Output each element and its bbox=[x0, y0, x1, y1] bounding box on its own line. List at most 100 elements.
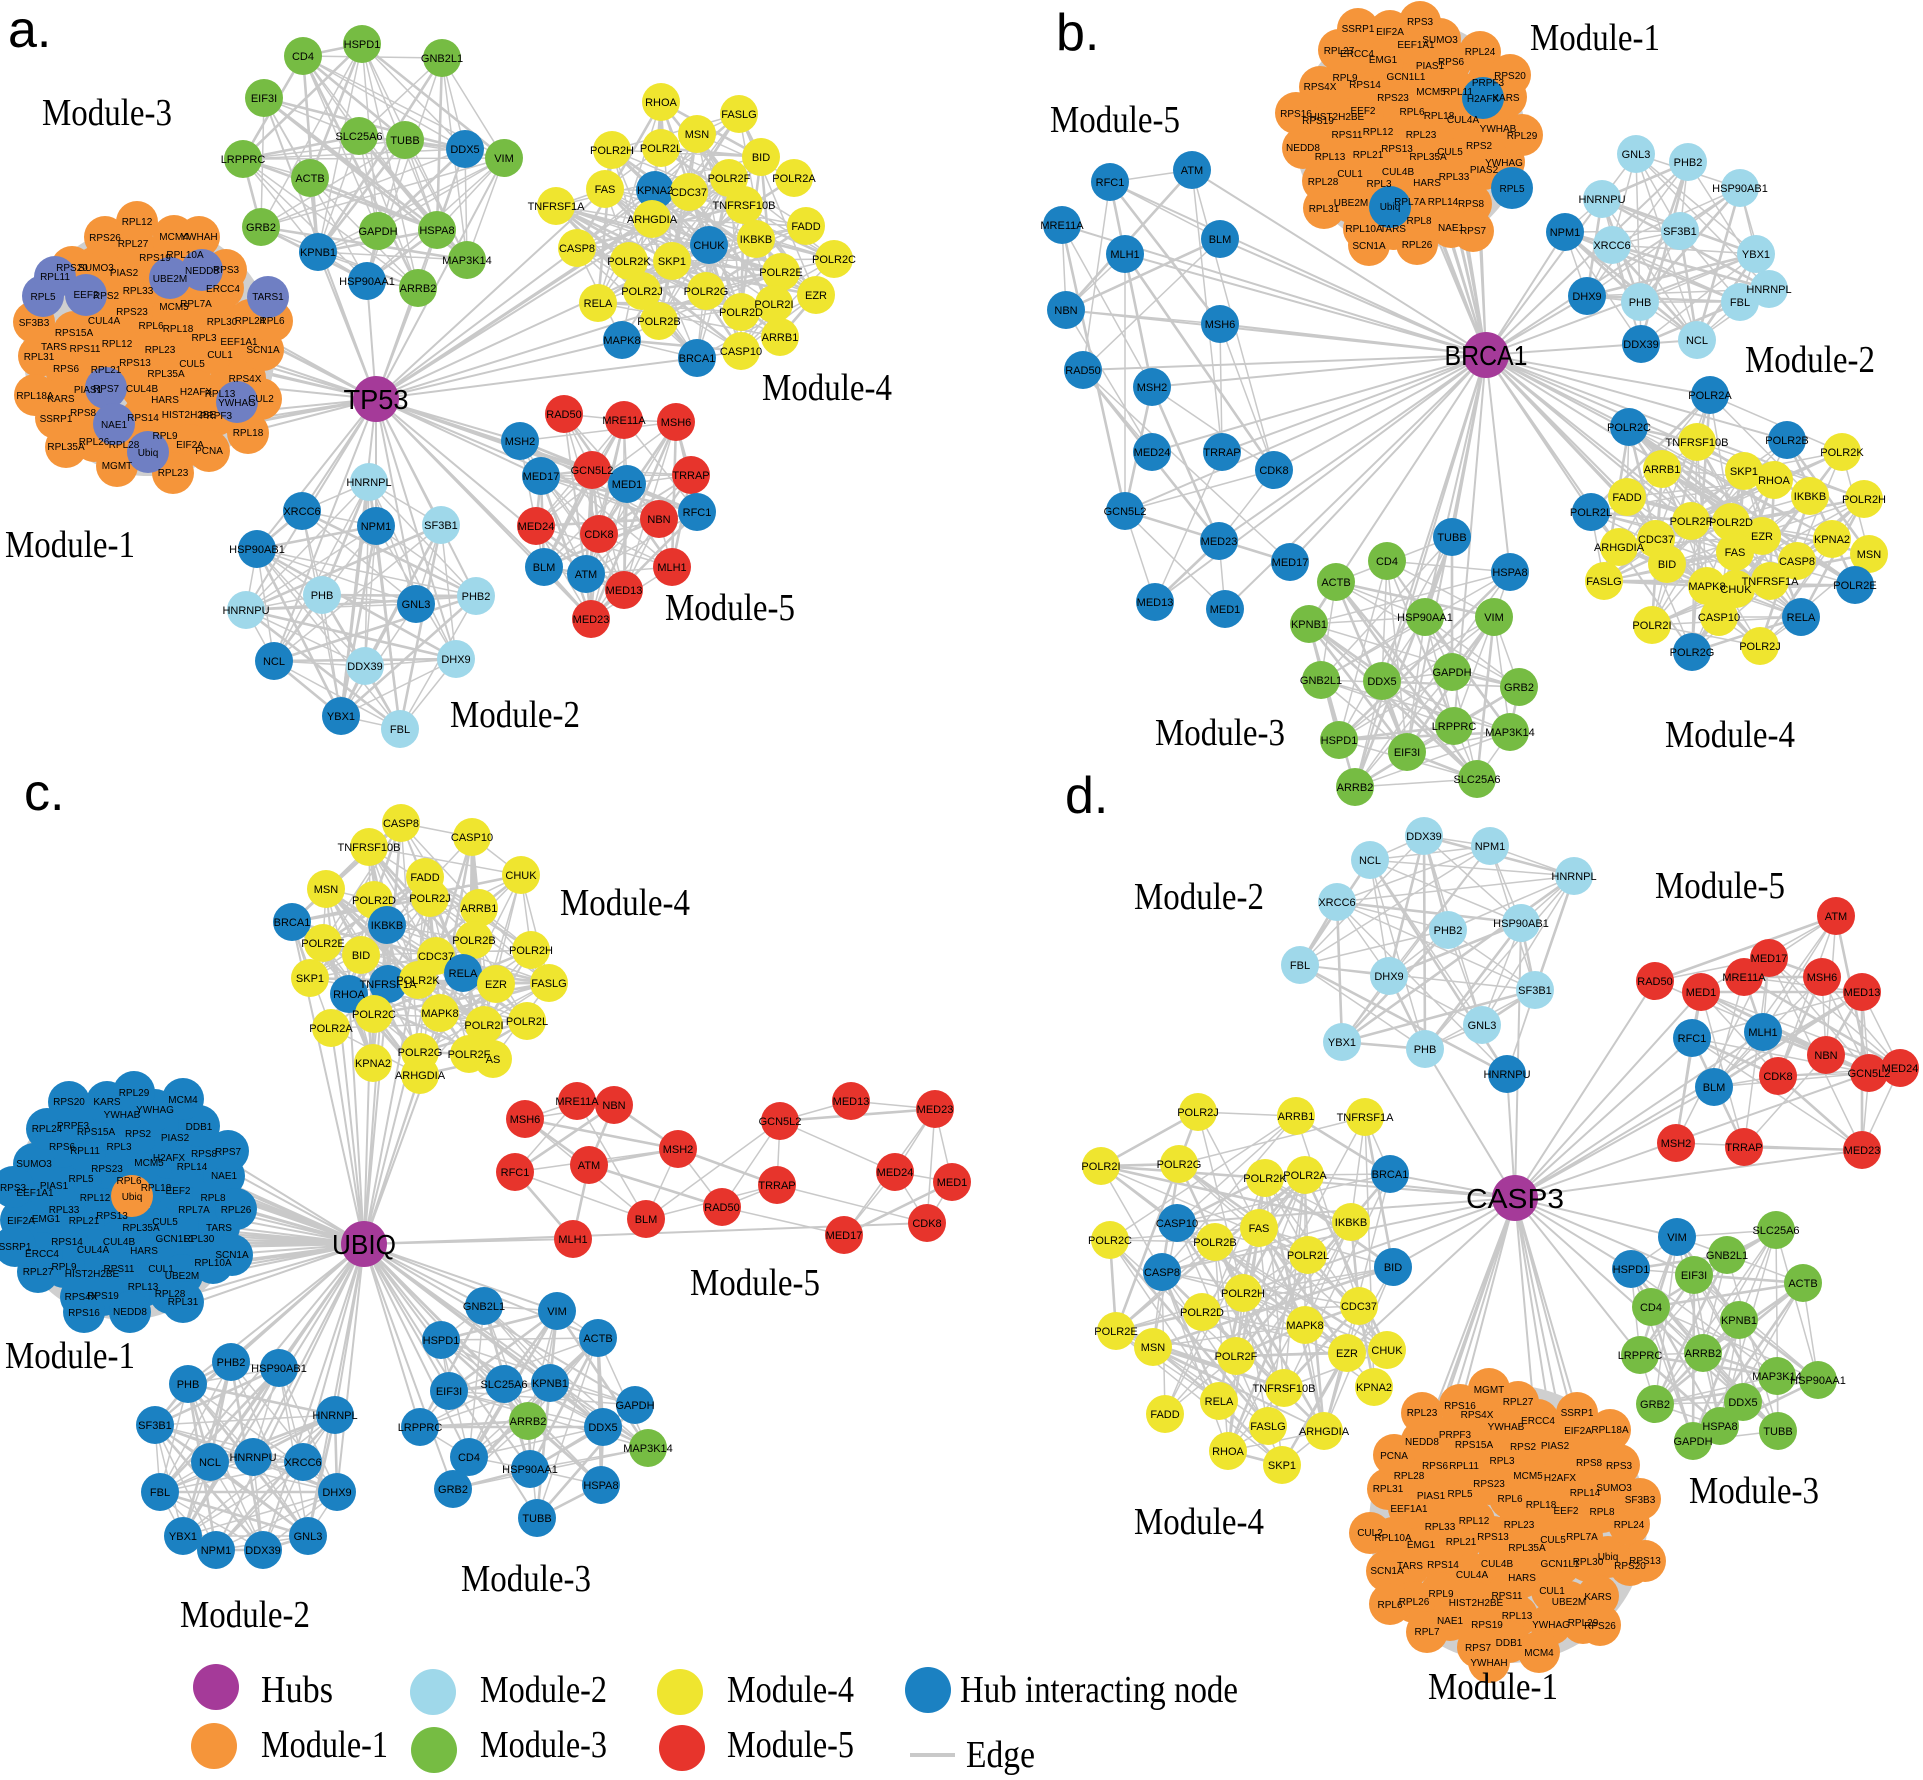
svg-text:GRB2: GRB2 bbox=[1640, 1399, 1670, 1411]
svg-text:SCN1A: SCN1A bbox=[215, 1250, 249, 1261]
svg-text:CASP10: CASP10 bbox=[720, 346, 762, 358]
svg-text:CUL4B: CUL4B bbox=[1382, 167, 1415, 178]
svg-text:MAP3K14: MAP3K14 bbox=[623, 1443, 673, 1455]
svg-text:RAD50: RAD50 bbox=[1065, 365, 1100, 377]
svg-text:PHB: PHB bbox=[311, 590, 334, 602]
svg-text:RPL13: RPL13 bbox=[1502, 1611, 1533, 1622]
svg-text:HSP90AA1: HSP90AA1 bbox=[339, 276, 395, 288]
svg-text:CDK8: CDK8 bbox=[584, 529, 613, 541]
svg-text:RPS11: RPS11 bbox=[70, 344, 101, 355]
svg-text:POLR2I: POLR2I bbox=[464, 1020, 503, 1032]
svg-text:YWHAG: YWHAG bbox=[1485, 158, 1523, 169]
svg-text:FAS: FAS bbox=[1249, 1223, 1270, 1235]
svg-text:GRB2: GRB2 bbox=[1504, 682, 1534, 694]
svg-text:RPL6: RPL6 bbox=[1399, 107, 1424, 118]
svg-text:POLR2A: POLR2A bbox=[772, 173, 816, 185]
svg-text:HIST2H2BE: HIST2H2BE bbox=[1449, 1598, 1504, 1609]
svg-text:EEF2: EEF2 bbox=[1350, 106, 1375, 117]
svg-text:RPL7A: RPL7A bbox=[180, 299, 212, 310]
svg-text:RAD50: RAD50 bbox=[1637, 976, 1672, 988]
svg-text:RPL7A: RPL7A bbox=[178, 1205, 210, 1216]
svg-text:TNFRSF10B: TNFRSF10B bbox=[1666, 437, 1729, 449]
svg-text:POLR2C: POLR2C bbox=[812, 254, 856, 266]
svg-text:RPL26: RPL26 bbox=[79, 437, 110, 448]
svg-text:TP53: TP53 bbox=[344, 384, 409, 415]
svg-text:EMG1: EMG1 bbox=[1407, 1540, 1436, 1551]
svg-text:FAS: FAS bbox=[595, 184, 616, 196]
svg-text:ARHGDIA: ARHGDIA bbox=[1299, 1426, 1350, 1438]
svg-text:MCM4: MCM4 bbox=[1524, 1648, 1554, 1659]
svg-text:CUL5: CUL5 bbox=[152, 1217, 178, 1228]
svg-text:POLR2H: POLR2H bbox=[1842, 494, 1886, 506]
svg-text:EZR: EZR bbox=[1751, 531, 1773, 543]
svg-text:CASP8: CASP8 bbox=[1779, 556, 1815, 568]
svg-text:HNRNPL: HNRNPL bbox=[346, 477, 391, 489]
svg-text:PIAS2: PIAS2 bbox=[1470, 165, 1499, 176]
svg-text:RPL6: RPL6 bbox=[1497, 1494, 1522, 1505]
svg-text:ARRB1: ARRB1 bbox=[1644, 464, 1681, 476]
svg-text:MRE11A: MRE11A bbox=[555, 1096, 599, 1108]
svg-text:MCM5: MCM5 bbox=[159, 302, 189, 313]
svg-text:CUL4A: CUL4A bbox=[77, 1245, 110, 1256]
svg-text:RPS7: RPS7 bbox=[1460, 226, 1487, 237]
svg-text:RPS14: RPS14 bbox=[51, 1237, 83, 1248]
svg-text:RPL29: RPL29 bbox=[1507, 131, 1538, 142]
svg-text:NAE1: NAE1 bbox=[1437, 1616, 1464, 1627]
svg-text:HSP90AB1: HSP90AB1 bbox=[1493, 918, 1549, 930]
svg-text:b.: b. bbox=[1056, 4, 1099, 62]
svg-text:NPM1: NPM1 bbox=[1550, 227, 1581, 239]
svg-text:POLR2K: POLR2K bbox=[1820, 447, 1864, 459]
svg-text:RPL14: RPL14 bbox=[177, 1162, 208, 1173]
svg-text:MED24: MED24 bbox=[877, 1167, 914, 1179]
svg-text:ACTB: ACTB bbox=[1788, 1278, 1817, 1290]
svg-text:HSPA8: HSPA8 bbox=[419, 225, 454, 237]
svg-text:MED13: MED13 bbox=[1844, 987, 1881, 999]
svg-text:RPS4X: RPS4X bbox=[65, 1292, 98, 1303]
svg-text:DDX39: DDX39 bbox=[245, 1545, 280, 1557]
svg-text:DDB1: DDB1 bbox=[1496, 1638, 1523, 1649]
svg-text:YWHAH: YWHAH bbox=[1470, 1658, 1507, 1669]
svg-text:RPS2: RPS2 bbox=[1510, 1442, 1537, 1453]
svg-text:MED1: MED1 bbox=[937, 1177, 968, 1189]
svg-text:RPL31: RPL31 bbox=[1373, 1484, 1404, 1495]
svg-text:POLR2J: POLR2J bbox=[1177, 1107, 1219, 1119]
svg-text:PHB: PHB bbox=[1414, 1044, 1437, 1056]
svg-text:RPL29: RPL29 bbox=[119, 1088, 150, 1099]
svg-text:ERCC4: ERCC4 bbox=[206, 284, 240, 295]
svg-text:POLR2D: POLR2D bbox=[719, 307, 763, 319]
svg-text:UBE2M: UBE2M bbox=[165, 1271, 199, 1282]
svg-text:MSN: MSN bbox=[685, 129, 710, 141]
svg-text:MGMT: MGMT bbox=[102, 461, 133, 472]
svg-text:ACTB: ACTB bbox=[295, 173, 324, 185]
svg-text:MSH6: MSH6 bbox=[510, 1114, 541, 1126]
svg-text:MSN: MSN bbox=[1141, 1342, 1166, 1354]
svg-text:TNFRSF10B: TNFRSF10B bbox=[1253, 1383, 1316, 1395]
svg-text:RPS23: RPS23 bbox=[1377, 93, 1409, 104]
svg-text:CUL1: CUL1 bbox=[148, 1264, 174, 1275]
svg-text:NPM1: NPM1 bbox=[1475, 841, 1506, 853]
svg-text:MSH2: MSH2 bbox=[1137, 382, 1168, 394]
svg-text:TUBB: TUBB bbox=[522, 1513, 551, 1525]
svg-text:CDC37: CDC37 bbox=[418, 951, 454, 963]
svg-text:MED13: MED13 bbox=[606, 585, 643, 597]
svg-text:MCM4: MCM4 bbox=[159, 232, 189, 243]
svg-text:RPL26: RPL26 bbox=[1399, 1597, 1430, 1608]
svg-text:RPS8: RPS8 bbox=[1576, 1458, 1603, 1469]
svg-text:RHOA: RHOA bbox=[333, 989, 365, 1001]
svg-text:POLR2D: POLR2D bbox=[352, 895, 396, 907]
svg-text:YWHAG: YWHAG bbox=[136, 1105, 174, 1116]
svg-text:MED24: MED24 bbox=[1882, 1063, 1919, 1075]
svg-text:POLR2G: POLR2G bbox=[1670, 647, 1715, 659]
svg-text:CUL2: CUL2 bbox=[1357, 1528, 1383, 1539]
svg-text:RPL5: RPL5 bbox=[1499, 184, 1524, 195]
svg-text:RPL6: RPL6 bbox=[116, 1176, 141, 1187]
svg-text:GNL3: GNL3 bbox=[402, 599, 431, 611]
svg-text:NEDD8: NEDD8 bbox=[1286, 143, 1320, 154]
svg-text:CDC37: CDC37 bbox=[1638, 534, 1674, 546]
svg-text:KARS: KARS bbox=[93, 1097, 121, 1108]
svg-text:RPS8: RPS8 bbox=[191, 1149, 218, 1160]
svg-text:RPS7: RPS7 bbox=[215, 1147, 242, 1158]
svg-text:RPS11: RPS11 bbox=[104, 1264, 135, 1275]
svg-text:Module-4: Module-4 bbox=[727, 1669, 854, 1711]
svg-text:ATM: ATM bbox=[1825, 911, 1847, 923]
